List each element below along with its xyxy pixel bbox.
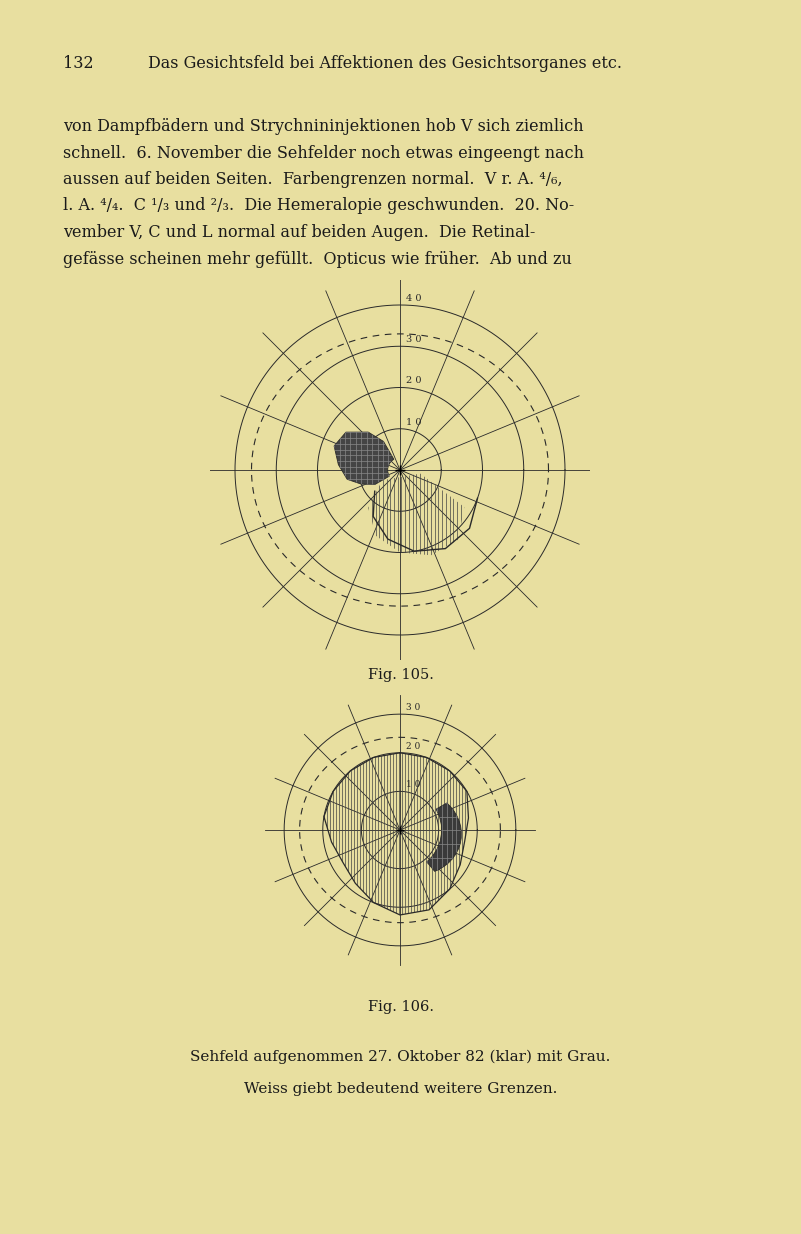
Text: Fig. 105.: Fig. 105. [368, 668, 433, 682]
Text: 1 0: 1 0 [406, 780, 421, 790]
Polygon shape [334, 432, 394, 485]
Text: 2 0: 2 0 [406, 742, 420, 750]
Text: aussen auf beiden Seiten.  Farbengrenzen normal.  V r. A. ⁴/₆,: aussen auf beiden Seiten. Farbengrenzen … [63, 172, 562, 188]
Text: vember V, C und L normal auf beiden Augen.  Die Retinal-: vember V, C und L normal auf beiden Auge… [63, 225, 535, 241]
Text: l. A. ⁴/₄.  C ¹/₃ und ²/₃.  Die Hemeralopie geschwunden.  20. No-: l. A. ⁴/₄. C ¹/₃ und ²/₃. Die Hemeralopi… [63, 197, 574, 215]
Text: 2 0: 2 0 [406, 376, 421, 385]
Text: schnell.  6. November die Sehfelder noch etwas eingeengt nach: schnell. 6. November die Sehfelder noch … [63, 144, 584, 162]
Text: 132: 132 [63, 56, 94, 72]
Text: von Dampfbädern und Strychnininjektionen hob V sich ziemlich: von Dampfbädern und Strychnininjektionen… [63, 118, 584, 135]
Text: 1 0: 1 0 [406, 417, 421, 427]
Text: Das Gesichtsfeld bei Affektionen des Gesichtsorganes etc.: Das Gesichtsfeld bei Affektionen des Ges… [148, 56, 622, 72]
Text: Fig. 106.: Fig. 106. [368, 1000, 433, 1014]
Polygon shape [427, 803, 461, 871]
Text: Sehfeld aufgenommen 27. Oktober 82 (klar) mit Grau.: Sehfeld aufgenommen 27. Oktober 82 (klar… [191, 1050, 610, 1065]
Text: 3 0: 3 0 [406, 703, 420, 712]
Text: 4 0: 4 0 [406, 294, 421, 302]
Text: gefässe scheinen mehr gefüllt.  Opticus wie früher.  Ab und zu: gefässe scheinen mehr gefüllt. Opticus w… [63, 251, 572, 268]
Text: 3 0: 3 0 [406, 336, 421, 344]
Text: Weiss giebt bedeutend weitere Grenzen.: Weiss giebt bedeutend weitere Grenzen. [244, 1082, 557, 1096]
